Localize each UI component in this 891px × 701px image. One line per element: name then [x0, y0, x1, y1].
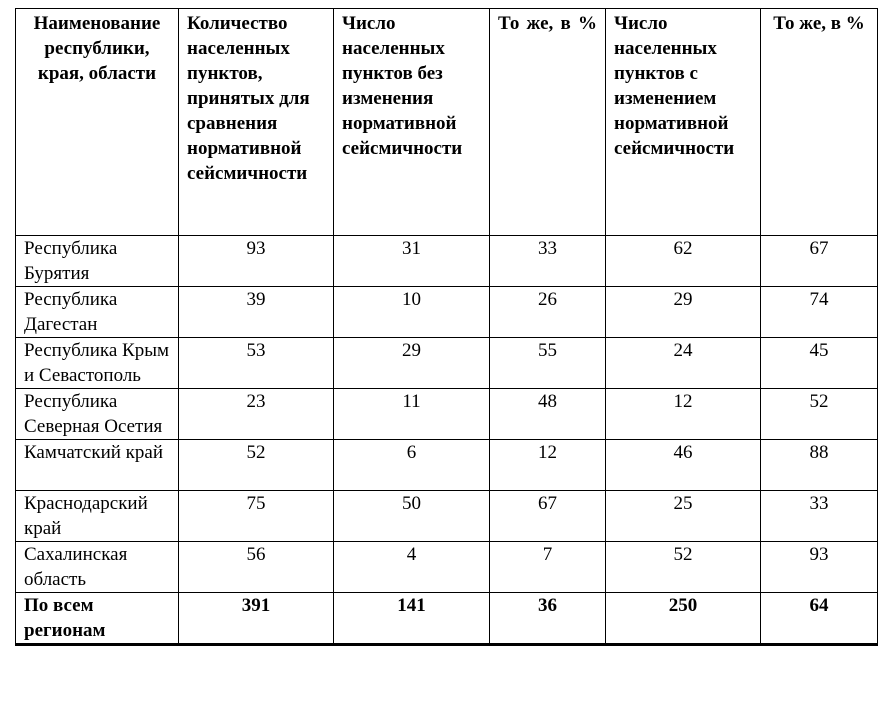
cell-value: 391 [178, 592, 334, 646]
cell-value: 33 [489, 235, 606, 287]
data-row: Краснодарский край 75 50 67 25 33 [15, 490, 878, 542]
region-name: Камчатский край [15, 439, 179, 491]
cell-value: 29 [605, 286, 761, 338]
cell-value: 11 [333, 388, 490, 440]
region-name: Республика Северная Осетия [15, 388, 179, 440]
cell-value: 4 [333, 541, 490, 593]
cell-value: 7 [489, 541, 606, 593]
column-header: Наименование республики, края, области [15, 8, 179, 236]
cell-value: 33 [760, 490, 878, 542]
cell-value: 45 [760, 337, 878, 389]
seismic-table: Наименование республики, края, области Ко… [15, 8, 878, 646]
table-body: Республика Бурятия 93 31 33 62 67 Республика Д… [15, 235, 878, 646]
data-row: Республика Бурятия 93 31 33 62 67 [15, 235, 878, 287]
cell-value: 55 [489, 337, 606, 389]
cell-value: 12 [605, 388, 761, 440]
cell-value: 141 [333, 592, 490, 646]
cell-value: 67 [489, 490, 606, 542]
region-name: Республика Дагестан [15, 286, 179, 338]
cell-value: 52 [178, 439, 334, 491]
cell-value: 250 [605, 592, 761, 646]
column-header: То же, в % [760, 8, 878, 236]
cell-value: 75 [178, 490, 334, 542]
cell-value: 29 [333, 337, 490, 389]
data-row: Республика Крым и Севастополь 53 29 55 24 45 [15, 337, 878, 389]
cell-value: 93 [178, 235, 334, 287]
cell-value: 6 [333, 439, 490, 491]
cell-value: 53 [178, 337, 334, 389]
column-header: То же, в % [489, 8, 606, 236]
cell-value: 50 [333, 490, 490, 542]
cell-value: 64 [760, 592, 878, 646]
cell-value: 26 [489, 286, 606, 338]
cell-value: 25 [605, 490, 761, 542]
region-name: Республика Крым и Севастополь [15, 337, 179, 389]
region-name: Краснодарский край [15, 490, 179, 542]
cell-value: 39 [178, 286, 334, 338]
data-row: Сахалинская область 56 4 7 52 93 [15, 541, 878, 593]
cell-value: 52 [760, 388, 878, 440]
column-header: Количество населенных пунктов, принятых … [178, 8, 334, 236]
cell-value: 48 [489, 388, 606, 440]
cell-value: 36 [489, 592, 606, 646]
cell-value: 74 [760, 286, 878, 338]
data-row: Республика Дагестан 39 10 26 29 74 [15, 286, 878, 338]
cell-value: 62 [605, 235, 761, 287]
cell-value: 56 [178, 541, 334, 593]
cell-value: 67 [760, 235, 878, 287]
region-name: Республика Бурятия [15, 235, 179, 287]
cell-value: 10 [333, 286, 490, 338]
cell-value: 88 [760, 439, 878, 491]
data-row: Республика Северная Осетия 23 11 48 12 52 [15, 388, 878, 440]
cell-value: 52 [605, 541, 761, 593]
region-name: По всем регионам [15, 592, 179, 646]
column-header: Число населенных пунктов без изменения н… [333, 8, 490, 236]
cell-value: 12 [489, 439, 606, 491]
cell-value: 24 [605, 337, 761, 389]
column-header: Число населенных пунктов с изменением но… [605, 8, 761, 236]
cell-value: 31 [333, 235, 490, 287]
cell-value: 46 [605, 439, 761, 491]
total-row: По всем регионам 391 141 36 250 64 [15, 592, 878, 646]
cell-value: 23 [178, 388, 334, 440]
data-row: Камчатский край 52 6 12 46 88 [15, 439, 878, 491]
cell-value: 93 [760, 541, 878, 593]
region-name: Сахалинская область [15, 541, 179, 593]
header-row: Наименование республики, края, области Ко… [15, 8, 878, 236]
